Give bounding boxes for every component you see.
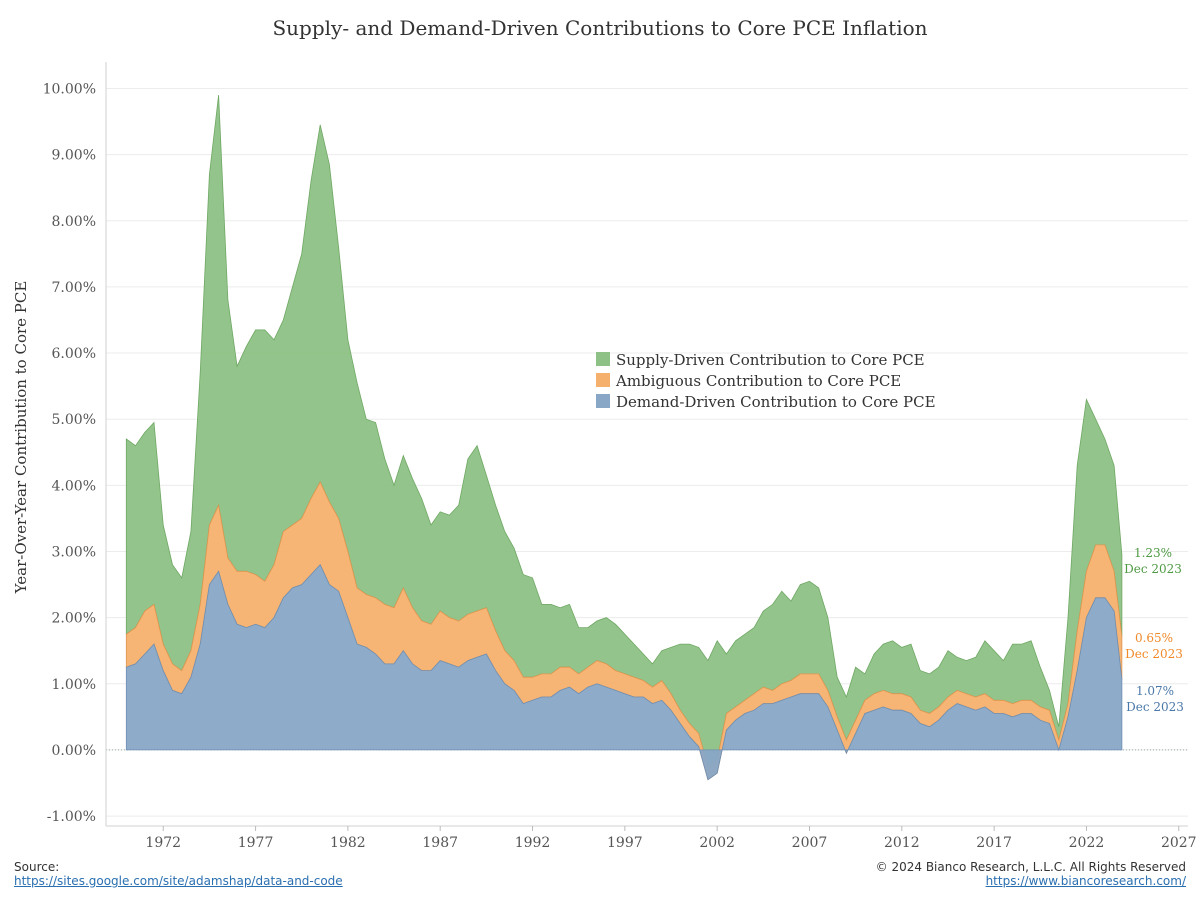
y-tick-label: 6.00%	[52, 346, 96, 362]
demand-area	[125, 563, 1123, 781]
end-label-supply-date: Dec 2023	[1124, 562, 1182, 576]
x-tick-label: 1977	[238, 835, 274, 851]
legend-label-demand: Demand-Driven Contribution to Core PCE	[616, 393, 936, 411]
axes: -1.00% 0.00% 1.00% 2.00% 3.00% 4.00% 5.00% 6.00…	[43, 62, 1197, 851]
y-axis-title: Year-Over-Year Contribution to Core PCE	[12, 281, 30, 595]
legend-label-ambiguous: Ambiguous Contribution to Core PCE	[615, 372, 901, 390]
chart-title: Supply- and Demand-Driven Contributions …	[272, 16, 928, 40]
end-label-demand-date: Dec 2023	[1126, 700, 1184, 714]
x-tick-label: 2027	[1161, 835, 1197, 851]
x-tick-label: 2007	[792, 835, 828, 851]
x-tick-label: 1997	[607, 835, 643, 851]
legend-swatch-ambiguous	[596, 373, 610, 387]
x-tick-label: 1992	[515, 835, 551, 851]
stacked-areas	[125, 95, 1123, 781]
site-link[interactable]: https://www.biancoresearch.com/	[985, 874, 1186, 888]
y-tick-label: 1.00%	[52, 677, 96, 693]
copyright-block: © 2024 Bianco Research, L.L.C. All Right…	[876, 860, 1186, 888]
x-tick-label: 1982	[330, 835, 366, 851]
legend-swatch-supply	[596, 352, 610, 366]
y-tick-label: -1.00%	[47, 809, 96, 825]
y-tick-label: 8.00%	[52, 214, 96, 230]
y-tick-label: 0.00%	[52, 743, 96, 759]
end-label-demand-value: 1.07%	[1136, 684, 1174, 698]
legend-swatch-demand	[596, 394, 610, 408]
x-tick-label: 1987	[422, 835, 458, 851]
end-labels: 1.23% Dec 2023 0.65% Dec 2023 1.07% Dec …	[1124, 546, 1184, 714]
legend: Supply-Driven Contribution to Core PCE A…	[596, 351, 936, 411]
y-tick-label: 10.00%	[43, 81, 96, 97]
y-tick-label: 4.00%	[52, 478, 96, 494]
source-block: Source: https://sites.google.com/site/ad…	[14, 860, 343, 888]
y-tick-label: 5.00%	[52, 412, 96, 428]
copyright-text: © 2024 Bianco Research, L.L.C. All Right…	[875, 860, 1186, 874]
x-tick-label: 1972	[145, 835, 181, 851]
end-label-ambiguous-value: 0.65%	[1135, 631, 1173, 645]
source-link[interactable]: https://sites.google.com/site/adamshap/d…	[14, 874, 343, 888]
source-label: Source:	[14, 860, 60, 874]
end-label-ambiguous-date: Dec 2023	[1125, 647, 1183, 661]
x-tick-label: 2022	[1069, 835, 1105, 851]
y-tick-label: 3.00%	[52, 544, 96, 560]
x-tick-label: 2012	[884, 835, 920, 851]
y-tick-label: 2.00%	[52, 611, 96, 627]
legend-label-supply: Supply-Driven Contribution to Core PCE	[616, 351, 925, 369]
y-tick-label: 9.00%	[52, 148, 96, 164]
x-tick-label: 2017	[976, 835, 1012, 851]
y-tick-label: 7.00%	[52, 280, 96, 296]
x-tick-label: 2002	[699, 835, 735, 851]
end-label-supply-value: 1.23%	[1134, 546, 1172, 560]
